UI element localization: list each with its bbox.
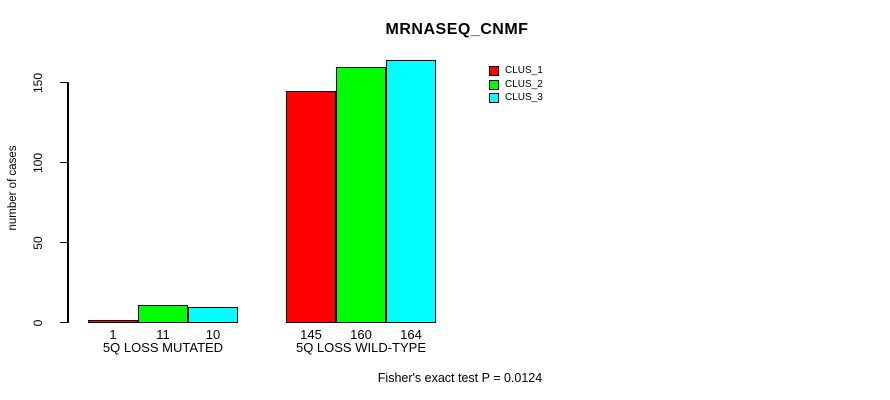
bar-value-label: 164 <box>400 326 422 342</box>
y-axis-tick-label: 50 <box>31 235 45 250</box>
bar-clus_1-group2 <box>286 90 336 323</box>
bar-clus_3-group1 <box>188 306 238 323</box>
y-axis-tick-label: 100 <box>31 152 45 173</box>
bar-value-label: 10 <box>205 326 221 342</box>
x-category-label-wildtype: 5Q LOSS WILD-TYPE <box>295 340 427 355</box>
y-axis-title: number of cases <box>7 145 19 231</box>
chart-title: MRNASEQ_CNMF <box>385 21 529 38</box>
legend-label-clus3: CLUS_3 <box>505 92 543 103</box>
bar-clus_2-group2 <box>336 66 386 323</box>
legend-swatch-clus3 <box>489 93 499 103</box>
y-axis-tick <box>60 161 67 164</box>
legend-label-clus2: CLUS_2 <box>505 78 543 90</box>
legend-swatch-clus2 <box>489 79 499 90</box>
legend-swatch-clus1 <box>489 66 499 76</box>
y-axis-tick-label: 150 <box>31 72 45 93</box>
legend-item-clus1: CLUS_1 <box>489 66 543 76</box>
bar-value-label: 160 <box>350 326 372 342</box>
y-axis-tick-label: 0 <box>31 319 45 326</box>
bar-value-label: 1 <box>109 326 117 342</box>
bar-clus_1-group1 <box>88 319 138 323</box>
legend: CLUS_1 CLUS_2 CLUS_3 <box>489 66 543 103</box>
y-axis-line <box>67 82 69 323</box>
bar-value-label: 11 <box>156 326 170 342</box>
y-axis-tick <box>60 81 67 84</box>
legend-label-clus1: CLUS_1 <box>505 65 543 76</box>
y-axis-tick <box>60 241 67 244</box>
legend-item-clus3: CLUS_3 <box>489 93 543 103</box>
x-category-label-mutated: 5Q LOSS MUTATED <box>102 340 224 355</box>
legend-item-clus2: CLUS_2 <box>489 78 543 90</box>
annotation-fisher-test: Fisher's exact test P = 0.0124 <box>377 371 543 385</box>
bar-clus_3-group2 <box>386 60 436 323</box>
bar-clus_2-group1 <box>138 304 188 323</box>
y-axis-tick <box>60 321 67 324</box>
bar-value-label: 145 <box>300 326 322 342</box>
